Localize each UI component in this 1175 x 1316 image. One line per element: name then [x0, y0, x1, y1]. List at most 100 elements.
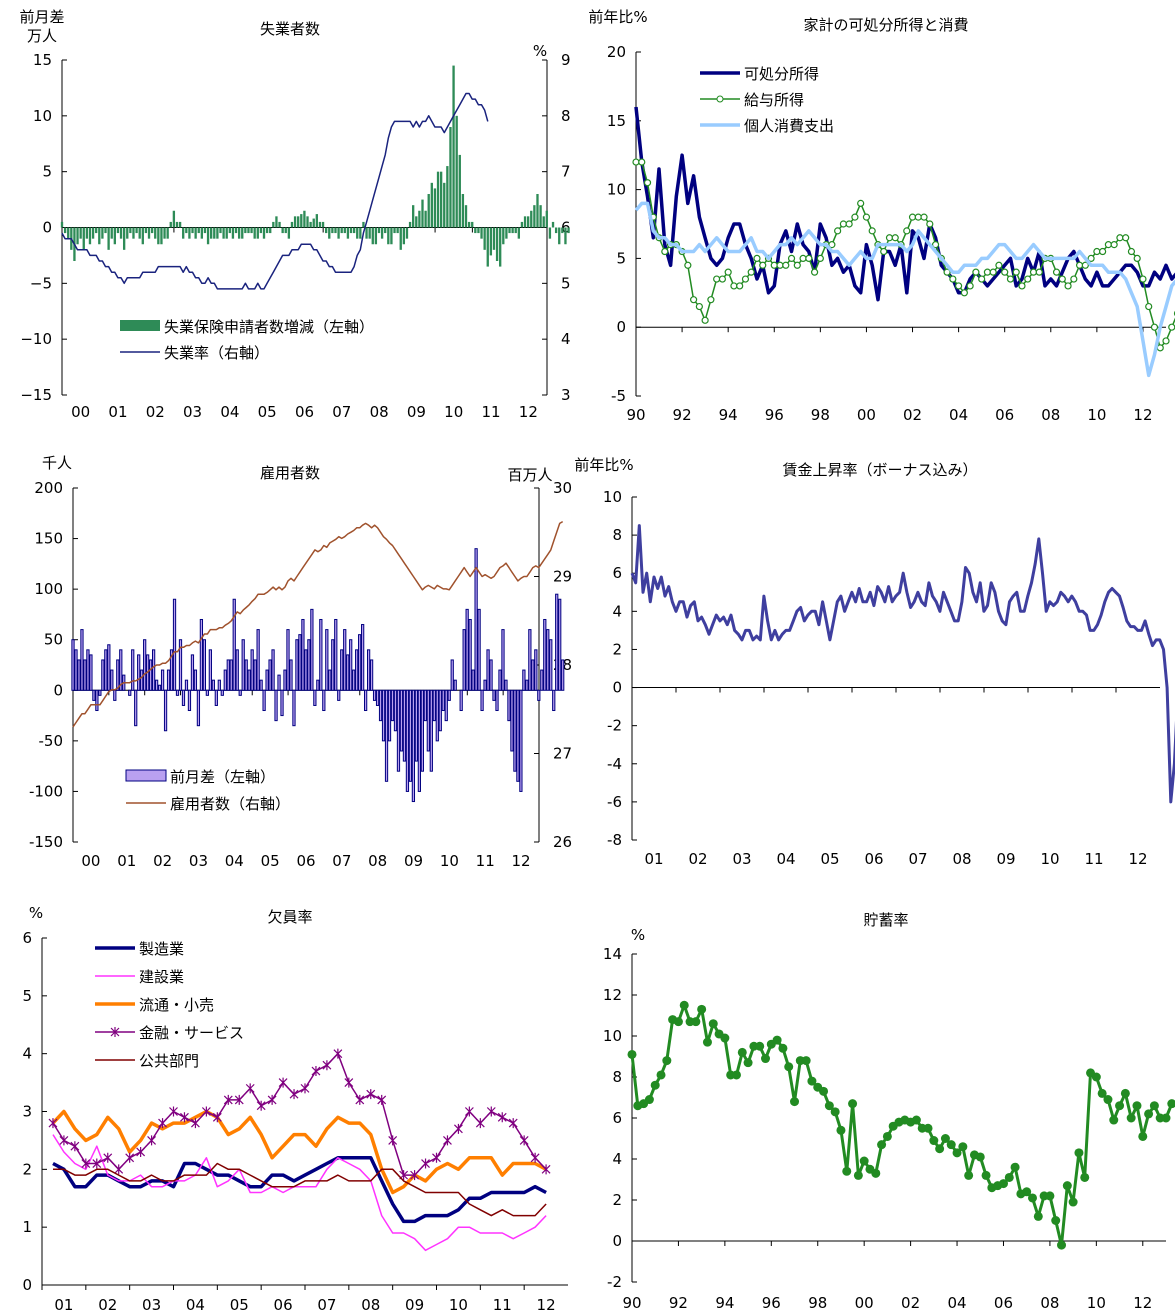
bar — [166, 669, 171, 691]
bar — [278, 221, 281, 228]
data-point — [805, 254, 813, 262]
x-tick-label: 92 — [669, 1294, 688, 1312]
data-point — [650, 1080, 660, 1090]
y-tick-label-left: −5 — [30, 274, 52, 292]
y-tick-label-left: -2 — [607, 717, 622, 735]
bar — [313, 689, 317, 706]
bar — [390, 227, 393, 245]
data-point — [1022, 1187, 1032, 1197]
bar — [542, 216, 545, 228]
bar — [234, 227, 238, 234]
series-line — [53, 1162, 547, 1217]
bar — [492, 227, 496, 250]
data-point — [1028, 1193, 1037, 1203]
data-point — [388, 1135, 398, 1146]
bar — [213, 227, 216, 239]
bar — [502, 227, 505, 245]
data-point — [519, 1135, 529, 1146]
bar — [405, 689, 410, 792]
bar — [275, 216, 278, 228]
x-tick-label: 96 — [762, 1294, 781, 1312]
x-tick-label: 11 — [476, 852, 495, 870]
x-tick-label: 05 — [230, 1296, 249, 1314]
data-point — [48, 1118, 58, 1129]
bar — [138, 227, 141, 239]
data-point — [1132, 1101, 1142, 1111]
bar — [441, 689, 445, 712]
bar — [194, 227, 197, 239]
legend-label: 前月差（左軸） — [170, 768, 275, 786]
bar — [371, 227, 374, 245]
y-tick-label-left: 0 — [612, 679, 622, 697]
bar — [495, 689, 499, 712]
bar — [468, 618, 472, 691]
bar — [423, 689, 427, 722]
y-tick-label-right: 8 — [561, 107, 571, 125]
bar — [430, 182, 433, 228]
bar — [334, 618, 338, 691]
x-tick-label: 96 — [765, 406, 784, 424]
data-point — [81, 1158, 91, 1169]
data-point — [801, 1056, 811, 1066]
bar — [98, 689, 102, 696]
y-tick-label-left: 10 — [603, 1027, 622, 1045]
data-point — [1004, 1172, 1014, 1182]
data-point — [1161, 1113, 1171, 1123]
data-point — [638, 158, 646, 166]
data-point — [790, 1097, 800, 1107]
bar — [178, 221, 182, 228]
bar — [414, 689, 419, 762]
bar — [474, 227, 477, 234]
data-point — [701, 316, 709, 324]
bar — [141, 227, 144, 245]
bar — [241, 227, 244, 239]
x-tick-label: 08 — [361, 1296, 380, 1314]
legend-swatch — [120, 320, 160, 331]
x-tick-label: 04 — [220, 403, 239, 421]
y-axis-label-left: % — [29, 904, 43, 922]
bar — [546, 629, 550, 691]
bar — [222, 227, 225, 239]
x-tick-label: 09 — [404, 852, 423, 870]
series-line — [52, 1052, 547, 1176]
x-tick-label: 03 — [732, 850, 751, 868]
data-point — [644, 1095, 654, 1105]
x-tick-label: 08 — [368, 852, 387, 870]
bar — [432, 689, 436, 722]
data-point — [377, 1094, 387, 1105]
data-point — [1093, 247, 1101, 256]
data-point — [201, 1106, 211, 1117]
bar — [390, 689, 395, 722]
bar — [349, 639, 353, 691]
y-tick-label-left: 4 — [612, 602, 622, 620]
x-tick-label: 00 — [855, 1294, 874, 1312]
x-tick-label: 12 — [512, 852, 531, 870]
data-point — [1024, 275, 1032, 283]
bar — [256, 227, 259, 239]
bar — [253, 659, 257, 691]
data-point — [737, 1047, 747, 1057]
bar — [316, 679, 320, 691]
bar — [63, 227, 67, 234]
bar — [181, 689, 186, 706]
bar — [310, 608, 314, 691]
bar — [76, 227, 79, 245]
bar — [337, 227, 340, 239]
data-point — [643, 179, 652, 187]
bar — [280, 689, 284, 717]
data-point — [656, 1070, 666, 1080]
bar — [429, 689, 433, 772]
data-point — [868, 227, 876, 235]
bar — [203, 227, 207, 234]
data-point — [1033, 1211, 1043, 1221]
data-point — [1116, 234, 1124, 242]
bar — [295, 639, 299, 691]
bar — [297, 216, 300, 228]
y-tick-label-left: 5 — [616, 249, 626, 267]
bar — [486, 227, 489, 267]
data-point — [59, 1135, 69, 1146]
bar — [443, 182, 446, 228]
bar — [558, 598, 562, 691]
bar — [256, 629, 260, 691]
data-point — [1097, 1088, 1107, 1098]
